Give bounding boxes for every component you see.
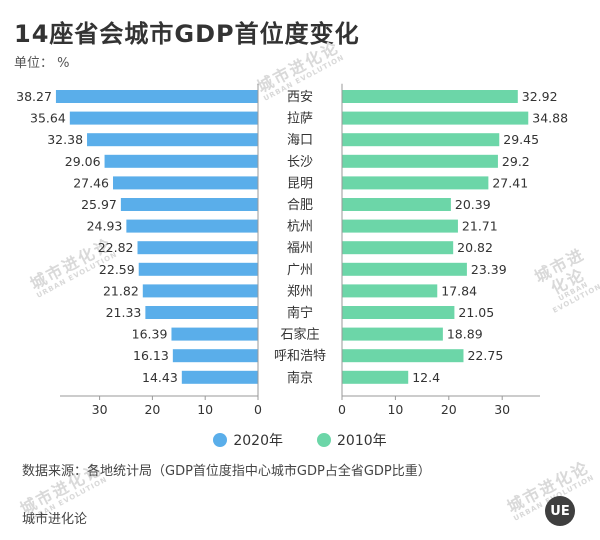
data-label-2020: 32.38 bbox=[47, 132, 83, 147]
bar-2010 bbox=[342, 90, 518, 103]
category-label: 福州 bbox=[287, 241, 313, 256]
bar-2020 bbox=[55, 90, 258, 103]
data-label-2020: 25.97 bbox=[81, 197, 117, 212]
tick-label: 30 bbox=[92, 402, 108, 417]
data-label-2010: 20.39 bbox=[455, 197, 491, 212]
category-label: 杭州 bbox=[287, 220, 313, 235]
category-label: 昆明 bbox=[287, 176, 313, 191]
data-label-2010: 17.84 bbox=[441, 283, 477, 298]
bar-2020 bbox=[181, 370, 258, 384]
tick-label: 0 bbox=[254, 402, 262, 417]
category-label: 合肥 bbox=[287, 198, 313, 213]
bar-2020 bbox=[69, 111, 258, 125]
data-label-2010: 18.89 bbox=[447, 327, 483, 342]
bar-2010 bbox=[342, 306, 455, 319]
chart-title: 14座省会城市GDP首位度变化 bbox=[14, 20, 360, 48]
tick-label: 10 bbox=[387, 402, 403, 417]
category-label: 南京 bbox=[287, 370, 313, 386]
bar-2010 bbox=[342, 241, 454, 255]
tick-label: 20 bbox=[144, 402, 160, 417]
bar-2020 bbox=[137, 241, 258, 255]
data-label-2020: 29.06 bbox=[65, 154, 101, 169]
category-label: 长沙 bbox=[287, 155, 313, 170]
data-label-2020: 22.59 bbox=[99, 262, 135, 277]
data-label-2010: 22.75 bbox=[467, 348, 503, 363]
bar-2020 bbox=[120, 198, 258, 211]
data-label-2010: 32.92 bbox=[522, 89, 558, 104]
data-label-2020: 21.33 bbox=[106, 305, 142, 320]
legend-label: 2020年 bbox=[233, 433, 283, 449]
data-label-2010: 29.2 bbox=[502, 154, 530, 169]
legend-label: 2010年 bbox=[337, 433, 387, 449]
category-label: 南宁 bbox=[287, 305, 313, 321]
category-label: 拉萨 bbox=[287, 112, 313, 127]
category-label: 郑州 bbox=[287, 284, 313, 299]
legend-item-2020: 2020年 bbox=[213, 430, 283, 450]
bar-2010 bbox=[342, 133, 500, 147]
data-label-2010: 23.39 bbox=[471, 262, 507, 277]
data-label-2010: 21.05 bbox=[458, 305, 494, 320]
bar-2010 bbox=[342, 154, 498, 168]
bar-chart: 38.27 32.92 西安 35.64 34.88 拉萨 32.38 29.45 海口 29.0… bbox=[16, 83, 568, 417]
tick-label: 20 bbox=[441, 402, 457, 417]
legend-marker bbox=[317, 433, 331, 447]
tick-label: 0 bbox=[338, 402, 346, 417]
data-label-2010: 21.71 bbox=[462, 219, 498, 234]
bar-2020 bbox=[126, 219, 258, 233]
legend-marker bbox=[213, 433, 228, 447]
data-label-2020: 16.13 bbox=[133, 348, 169, 363]
bar-2010 bbox=[342, 111, 529, 125]
data-label-2020: 35.64 bbox=[30, 111, 66, 126]
tick-label: 30 bbox=[494, 402, 510, 417]
unit-label: 单位： % bbox=[14, 56, 70, 71]
data-label-2020: 38.27 bbox=[16, 89, 52, 104]
bar-2010 bbox=[342, 262, 467, 276]
data-label-2010: 12.4 bbox=[412, 370, 440, 385]
bar-2020 bbox=[142, 284, 258, 298]
data-label-2010: 34.88 bbox=[532, 111, 568, 126]
category-label: 广州 bbox=[287, 263, 313, 278]
source-note: 数据来源：各地统计局（GDP首位度指中心城市GDP占全省GDP比重） bbox=[22, 464, 431, 479]
category-label: 西安 bbox=[287, 90, 313, 105]
category-label: 呼和浩特 bbox=[274, 349, 326, 364]
bar-2020 bbox=[171, 327, 258, 341]
bar-2010 bbox=[342, 349, 464, 363]
data-label-2010: 29.45 bbox=[503, 132, 539, 147]
bar-2020 bbox=[87, 133, 258, 147]
data-label-2010: 20.82 bbox=[457, 240, 493, 255]
bar-2010 bbox=[342, 176, 489, 190]
brand-name: 城市进化论 bbox=[22, 512, 88, 527]
bar-2020 bbox=[138, 262, 258, 276]
bar-2010 bbox=[342, 370, 409, 384]
bar-2010 bbox=[342, 198, 451, 211]
data-label-2020: 24.93 bbox=[87, 219, 123, 234]
bar-2010 bbox=[342, 284, 438, 298]
brand-logo-icon: UE bbox=[545, 496, 575, 526]
data-label-2020: 27.46 bbox=[73, 175, 109, 190]
bar-2020 bbox=[145, 306, 258, 319]
data-label-2020: 14.43 bbox=[142, 370, 178, 385]
category-label: 海口 bbox=[287, 133, 313, 148]
bar-2020 bbox=[104, 154, 258, 168]
bar-2010 bbox=[342, 327, 443, 341]
bar-2020 bbox=[113, 176, 258, 190]
category-label: 石家庄 bbox=[280, 327, 319, 343]
legend: 2020年 2010年 bbox=[0, 430, 600, 450]
data-label-2020: 16.39 bbox=[132, 327, 168, 342]
bar-2010 bbox=[342, 219, 458, 233]
legend-item-2010: 2010年 bbox=[317, 430, 387, 450]
tick-label: 10 bbox=[197, 402, 213, 417]
data-label-2020: 21.82 bbox=[103, 283, 139, 298]
data-label-2010: 27.41 bbox=[492, 175, 528, 190]
bar-2020 bbox=[172, 349, 258, 363]
data-label-2020: 22.82 bbox=[98, 240, 134, 255]
